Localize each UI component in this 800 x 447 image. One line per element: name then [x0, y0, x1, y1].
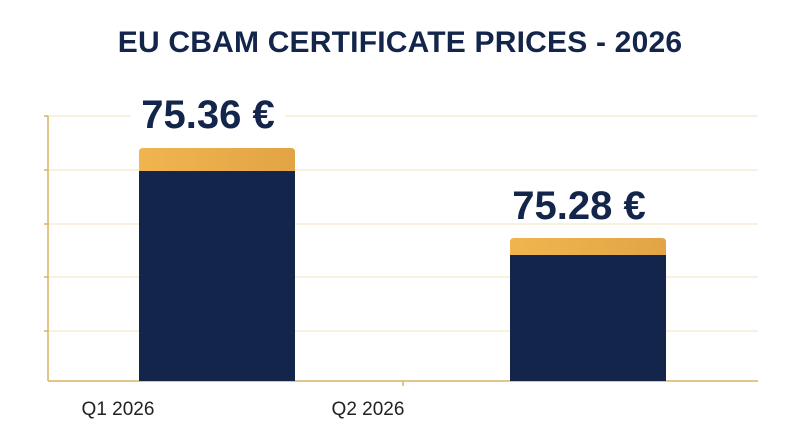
bar-cap: [139, 148, 295, 171]
data-label: 75.28 €: [512, 184, 645, 228]
bars: [139, 148, 666, 381]
x-tick-label: Q1 2026: [82, 399, 155, 420]
chart-title: EU CBAM CERTIFICATE PRICES - 2026: [117, 26, 683, 59]
bar: [139, 171, 295, 381]
label-backdrop: [131, 97, 285, 133]
x-tick-label: Q2 2026: [332, 399, 405, 420]
bar-cap: [510, 238, 666, 255]
bar: [510, 255, 666, 381]
labels: 75.36 € Q1 2026 75.28 € Q2 2026: [82, 93, 646, 420]
data-label: 75.36 €: [141, 93, 274, 137]
